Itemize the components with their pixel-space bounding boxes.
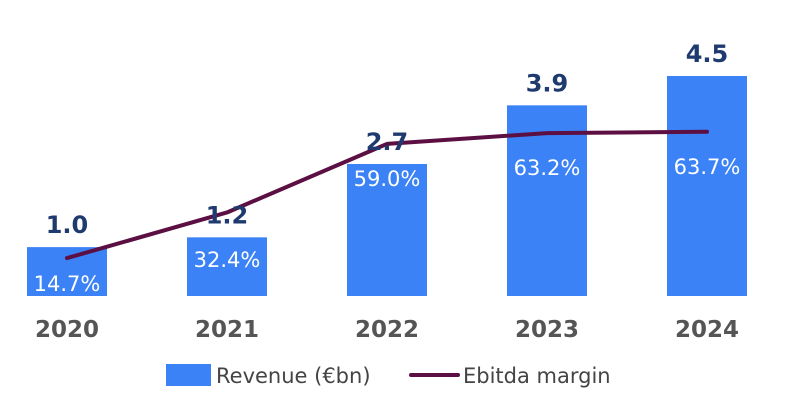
margin-label-2022: 59.0% [354, 167, 421, 191]
bar-2022 [347, 164, 427, 296]
margin-label-2021: 32.4% [194, 248, 261, 272]
margin-label-2024: 63.7% [674, 155, 741, 179]
legend: Revenue (€bn) Ebitda margin [166, 364, 611, 388]
legend-label-ebitda-margin: Ebitda margin [463, 364, 611, 388]
margin-value-labels: 14.7% 32.4% 59.0% 63.2% 63.7% [34, 155, 741, 296]
bar-2020 [27, 247, 107, 296]
revenue-label-2023: 3.9 [526, 69, 569, 97]
bar-2024 [667, 76, 747, 296]
revenue-value-labels: 1.0 1.2 2.7 3.9 4.5 [46, 40, 729, 239]
bar-2021 [187, 237, 267, 296]
revenue-label-2020: 1.0 [46, 211, 89, 239]
tick-label-2023: 2023 [515, 317, 579, 343]
ebitda-margin-line [65, 129, 709, 261]
margin-label-2020: 14.7% [34, 272, 101, 296]
legend-swatch-revenue [166, 364, 211, 386]
revenue-bars [27, 76, 747, 296]
margin-label-2023: 63.2% [514, 156, 581, 180]
revenue-label-2024: 4.5 [686, 40, 729, 68]
tick-label-2024: 2024 [675, 317, 739, 343]
revenue-label-2022: 2.7 [366, 128, 409, 156]
tick-label-2020: 2020 [35, 317, 99, 343]
ebitda-margin-line-group [65, 129, 709, 261]
bar-2023 [507, 105, 587, 296]
revenue-label-2021: 1.2 [206, 201, 249, 229]
tick-label-2021: 2021 [195, 317, 259, 343]
tick-label-2022: 2022 [355, 317, 419, 343]
legend-label-revenue: Revenue (€bn) [216, 364, 371, 388]
x-axis-tick-labels: 2020 2021 2022 2023 2024 [35, 317, 739, 343]
